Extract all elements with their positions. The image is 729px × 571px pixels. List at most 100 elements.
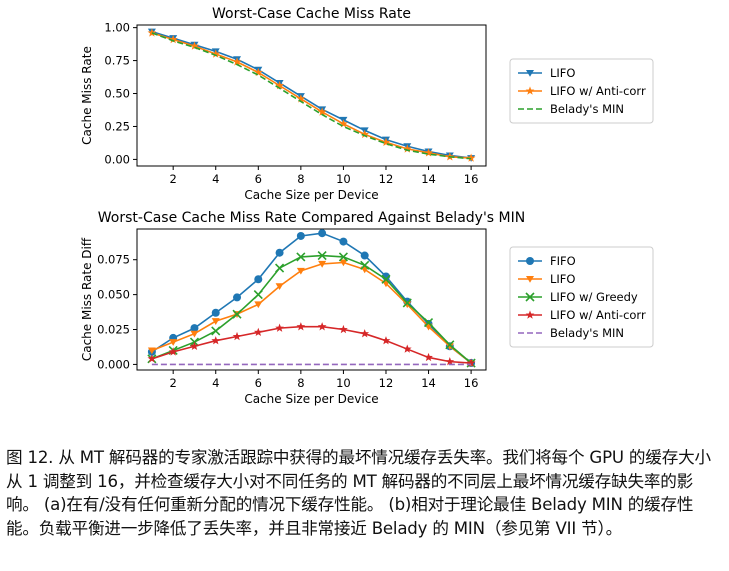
bottom-series-4-point	[211, 336, 221, 345]
bottom-series-4-point	[402, 344, 412, 353]
bottom-legend-label-2: LIFO	[550, 272, 575, 286]
bottom-series-2-point	[318, 260, 327, 268]
top-x-tick-label: 14	[421, 172, 436, 186]
figure: Worst-Case Cache Miss Rate 2 4 6 8 10 12 14 16 0.…	[80, 6, 654, 406]
top-x-tick-label: 16	[464, 172, 479, 186]
bottom-legend-marker-2	[526, 276, 534, 283]
bottom-legend-label-1: FIFO	[550, 254, 576, 268]
bottom-y-tick-label: 0.025	[97, 323, 130, 337]
top-y-tick-label: 0.50	[104, 87, 130, 101]
bottom-series-4-point	[424, 352, 433, 362]
bottom-series-4-point	[147, 354, 157, 363]
bottom-series-3-point	[211, 326, 221, 336]
bottom-series-2-point	[296, 267, 305, 275]
bottom-series-3-point	[423, 317, 434, 328]
bottom-series-1-point	[296, 231, 305, 240]
top-series-2-point	[360, 129, 370, 139]
bottom-series-2-point	[147, 347, 156, 355]
top-series-2-point	[190, 41, 199, 50]
bottom-x-tick-label: 14	[421, 376, 436, 390]
top-x-tick-label: 10	[336, 172, 351, 186]
bottom-y-tick-label: 0.050	[97, 288, 130, 302]
bottom-x-tick-label: 4	[212, 376, 219, 390]
top-y-tick-label: 0.25	[104, 119, 130, 133]
bottom-legend-label-5: Belady's MIN	[550, 326, 624, 340]
bottom-series-2-point	[403, 301, 412, 309]
bottom-series-3-point	[296, 252, 306, 262]
top-x-tick-label: 12	[379, 172, 394, 186]
bottom-series-2-point	[211, 318, 220, 325]
top-series-2-point	[402, 144, 412, 153]
bottom-series-2-point	[169, 339, 178, 346]
bottom-x-tick-label: 6	[255, 376, 262, 390]
bottom-series-2-point	[190, 330, 199, 338]
top-legend-marker-2	[525, 86, 535, 95]
bottom-series-4-point	[168, 347, 178, 356]
bottom-series-3-point	[381, 274, 391, 284]
bottom-series-4-point	[275, 323, 284, 332]
bottom-series-4-point	[339, 324, 348, 334]
bottom-series-4-point	[360, 329, 370, 338]
top-y-axis-label: Cache Miss Rate	[80, 46, 94, 145]
bottom-x-tick-label: 10	[336, 376, 351, 390]
top-legend-label-3: Belady's MIN	[550, 102, 624, 116]
top-series-2-point	[147, 28, 157, 37]
bottom-legend-marker-3	[525, 292, 535, 302]
top-legend-marker-1	[526, 70, 534, 77]
top-series-2-point	[381, 137, 391, 146]
top-series-line-2	[151, 32, 472, 159]
bottom-series-1-point	[318, 229, 327, 238]
bottom-series-1-point	[190, 324, 199, 333]
top-legend-label-2: LIFO w/ Anti-corr	[550, 84, 646, 98]
bottom-x-tick-label: 8	[297, 376, 304, 390]
top-chart-title: Worst-Case Cache Miss Rate	[212, 6, 411, 22]
top-y-tick-label: 1.00	[104, 21, 130, 35]
bottom-y-tick-label: 0.000	[97, 357, 130, 371]
bottom-legend-label-4: LIFO w/ Anti-corr	[550, 308, 646, 322]
bottom-y-tick-label: 0.075	[97, 253, 130, 267]
bottom-series-1-point	[360, 251, 369, 260]
bottom-series-2-point	[339, 259, 348, 267]
top-series-2-point	[275, 81, 284, 90]
top-legend-label-1: LIFO	[550, 66, 575, 80]
top-series-2-point	[424, 148, 433, 157]
top-series-line-1	[151, 30, 472, 159]
top-x-tick-label: 4	[212, 172, 219, 186]
bottom-series-3-point	[253, 290, 263, 300]
bottom-series-3-point	[360, 260, 370, 270]
bottom-series-3-point	[338, 252, 348, 262]
top-series-line-3	[151, 32, 472, 160]
bottom-legend-marker-1	[526, 257, 534, 265]
top-series-2-point	[232, 57, 242, 66]
top-y-tick-label: 0.00	[104, 152, 130, 166]
bottom-legend-label-3: LIFO w/ Greedy	[550, 290, 638, 304]
bottom-legend-marker-4	[525, 310, 535, 319]
top-series-2-point	[253, 67, 263, 77]
bottom-chart-title: Worst-Case Cache Miss Rate Compared Agai…	[98, 210, 525, 226]
top-series-2-point	[317, 107, 327, 116]
bottom-series-line-4	[151, 325, 472, 364]
top-x-tick-label: 8	[297, 172, 304, 186]
bottom-series-1-point	[339, 237, 348, 246]
bottom-series-4-point	[232, 331, 242, 341]
bottom-series-1-point	[211, 308, 220, 317]
bottom-series-4-point	[445, 357, 455, 366]
bottom-series-4-point	[253, 327, 263, 337]
bottom-series-1-point	[254, 275, 263, 284]
top-legend-box	[509, 58, 654, 124]
bottom-series-4-point	[466, 358, 476, 367]
bottom-series-3-point	[275, 263, 285, 273]
bottom-series-1-point	[275, 248, 284, 257]
bottom-series-3-point	[402, 298, 412, 308]
bottom-series-3-point	[317, 250, 327, 261]
bottom-series-4-point	[296, 322, 306, 331]
bottom-x-axis-label: Cache Size per Device	[244, 392, 378, 406]
bottom-series-2-point	[445, 343, 454, 351]
figure-caption: 图 12. 从 MT 解码器的专家激活跟踪中获得的最坏情况缓存丢失率。我们将每个…	[6, 448, 711, 538]
top-series-2-point	[168, 34, 178, 44]
bottom-x-tick-label: 2	[170, 376, 177, 390]
top-plot-frame	[136, 24, 487, 167]
bottom-series-3-point	[445, 340, 455, 350]
bottom-plot-frame	[136, 228, 487, 371]
bottom-series-line-3	[151, 254, 472, 364]
